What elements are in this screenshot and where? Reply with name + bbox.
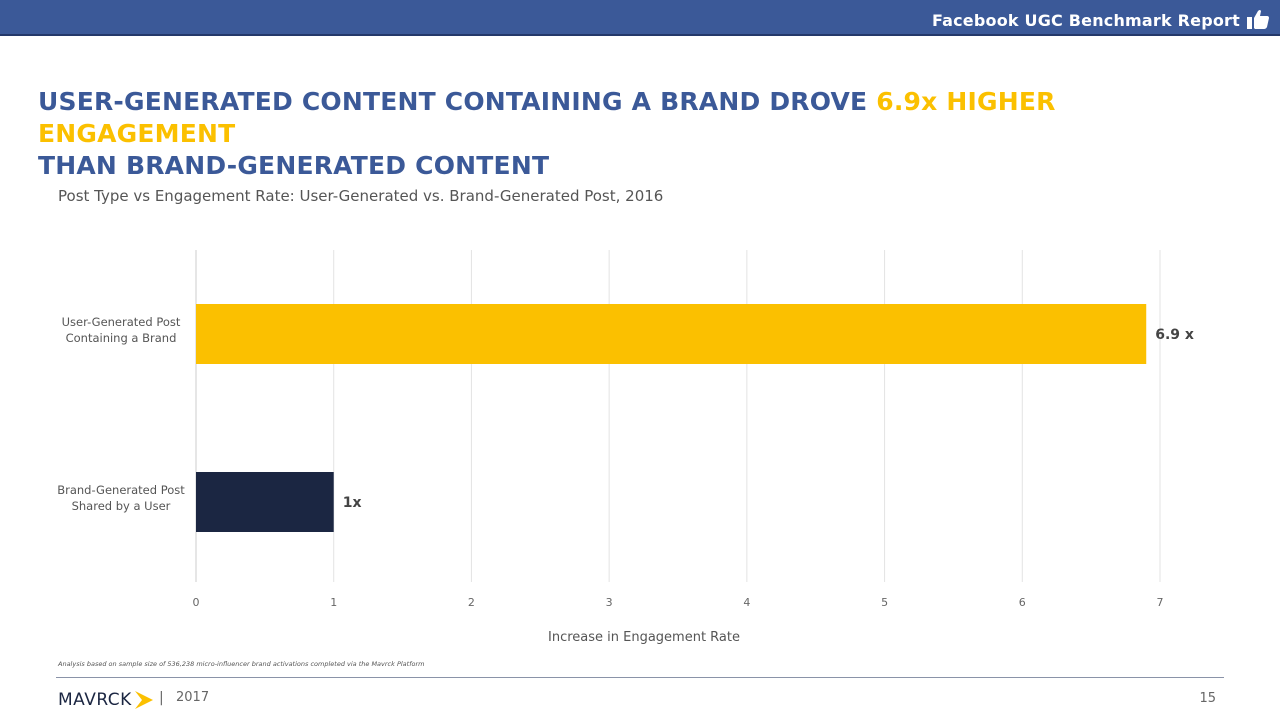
page-headline: USER-GENERATED CONTENT CONTAINING A BRAN… [38,86,1238,182]
category-label: Containing a Brand [66,331,177,345]
x-tick-label: 0 [193,596,200,609]
category-label: User-Generated Post [62,315,181,329]
category-label: Shared by a User [72,499,171,513]
category-label: Brand-Generated Post [57,483,185,497]
headline-highlight: 6.9x HIGHER ENGAGEMENT [38,87,1056,148]
bar [196,304,1147,364]
footer-separator: | [159,690,164,706]
x-tick-label: 3 [606,596,613,609]
page-number: 15 [1199,691,1216,706]
chevron-logo-icon [134,691,153,709]
logo-text: MAVRCK [58,690,132,710]
chart-title: Post Type vs Engagement Rate: User-Gener… [58,187,664,205]
headline-text-1: USER-GENERATED CONTENT CONTAINING A BRAN… [38,87,877,116]
x-axis-label: Increase in Engagement Rate [548,630,740,645]
data-label: 6.9 x [1155,327,1194,343]
report-title: Facebook UGC Benchmark Report [931,11,1240,30]
x-tick-label: 1 [330,596,337,609]
x-tick-label: 2 [468,596,475,609]
top-banner: Facebook UGC Benchmark Report [0,0,1280,36]
footer-year: 2017 [176,690,210,705]
x-tick-label: 5 [881,596,888,609]
x-tick-label: 4 [743,596,750,609]
headline-text-2: THAN BRAND-GENERATED CONTENT [38,151,550,180]
x-tick-label: 6 [1019,596,1026,609]
footer-divider [56,677,1224,678]
mavrck-logo: MAVRCK [58,688,155,712]
bar [196,472,334,532]
data-label: 1x [343,495,362,511]
x-tick-label: 7 [1157,596,1164,609]
thumbs-up-icon [1247,10,1269,29]
footnote: Analysis based on sample size of 536,238… [58,660,425,668]
